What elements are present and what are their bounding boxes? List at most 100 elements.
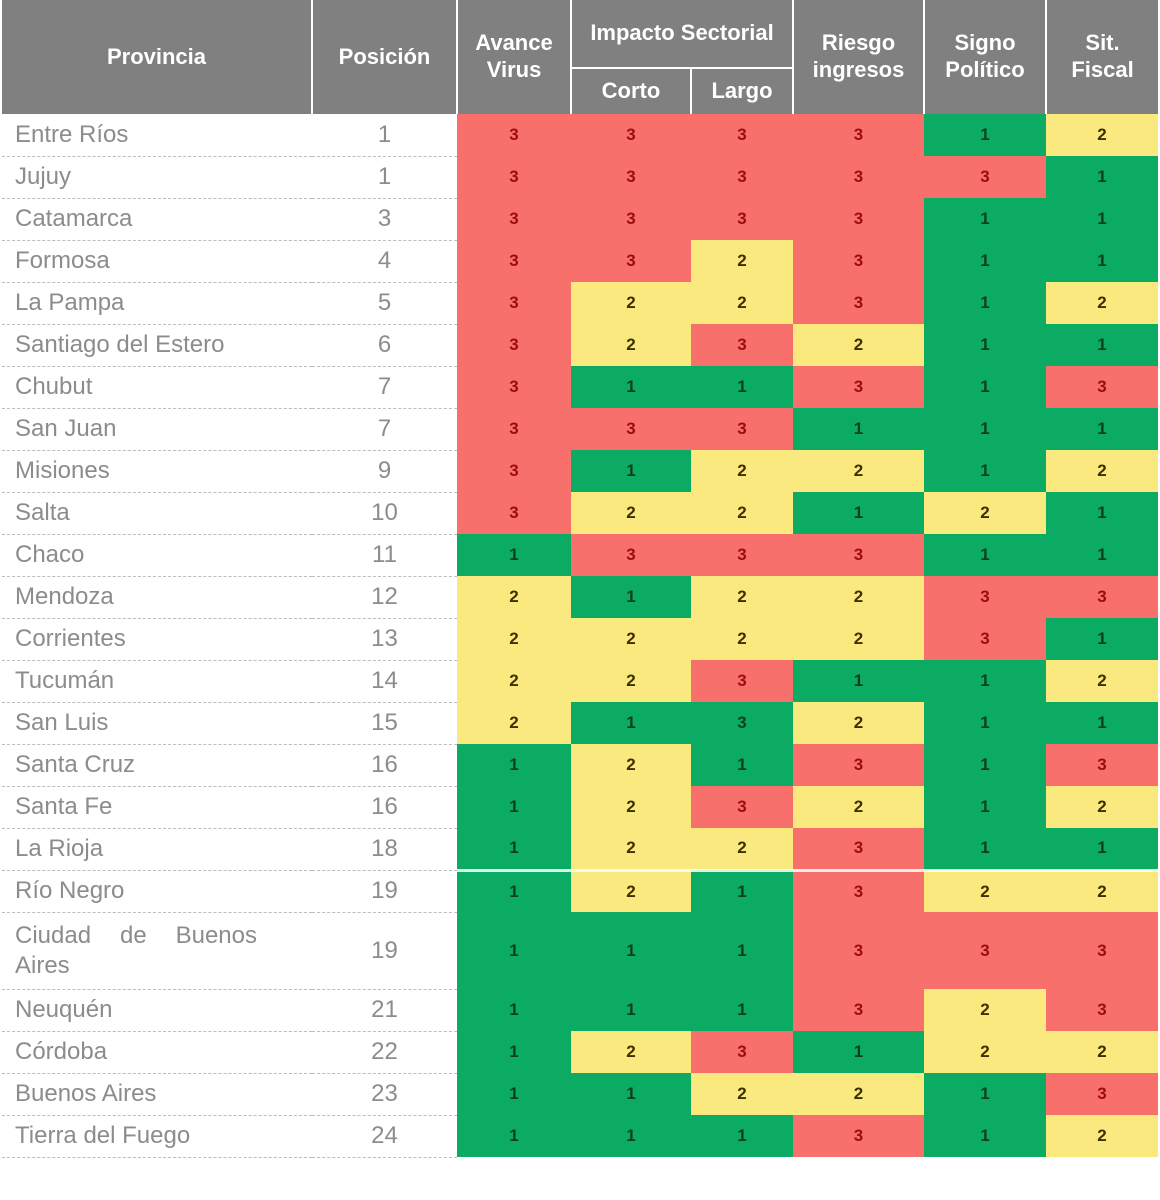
score-cell-riesgo-ingresos: 1 (793, 408, 925, 450)
score-cell-sit-fiscal: 3 (1046, 744, 1159, 786)
score-cell-sit-fiscal: 1 (1046, 534, 1159, 576)
province-name: Tierra del Fuego (2, 1115, 312, 1158)
score-cell-largo: 1 (691, 989, 794, 1031)
score-cell-corto: 2 (571, 660, 691, 702)
score-cell-largo: 2 (691, 240, 794, 282)
score-cell-avance-virus: 3 (457, 324, 571, 366)
province-name: Neuquén (2, 989, 312, 1032)
table-row: Córdoba 22 1 2 3 1 2 2 (2, 1031, 1159, 1074)
province-name: Formosa (2, 240, 312, 283)
score-cell-avance-virus: 3 (457, 492, 571, 534)
col-header-impacto-sectorial: Impacto Sectorial (569, 0, 794, 69)
score-cell-avance-virus: 3 (457, 198, 571, 240)
score-cell-signo-politico: 1 (924, 660, 1047, 702)
score-cell-riesgo-ingresos: 2 (793, 702, 925, 744)
table-row: Tucumán 14 2 2 3 1 1 2 (2, 660, 1159, 703)
score-cell-avance-virus: 1 (457, 786, 571, 828)
position-value: 10 (312, 492, 457, 535)
province-name: San Juan (2, 408, 312, 451)
score-cell-riesgo-ingresos: 1 (793, 660, 925, 702)
score-cell-signo-politico: 1 (924, 324, 1047, 366)
score-cell-sit-fiscal: 3 (1046, 912, 1159, 989)
province-name: Córdoba (2, 1031, 312, 1074)
table-row: Santa Cruz 16 1 2 1 3 1 3 (2, 744, 1159, 787)
score-cell-sit-fiscal: 2 (1046, 786, 1159, 828)
score-cell-riesgo-ingresos: 2 (793, 618, 925, 660)
score-cell-corto: 2 (571, 1031, 691, 1073)
province-name: Chaco (2, 534, 312, 577)
position-value: 19 (312, 870, 457, 913)
score-cell-largo: 3 (691, 198, 794, 240)
score-cell-avance-virus: 3 (457, 156, 571, 198)
province-name: Catamarca (2, 198, 312, 241)
score-cell-riesgo-ingresos: 2 (793, 576, 925, 618)
score-cell-signo-politico: 1 (924, 450, 1047, 492)
province-name: Mendoza (2, 576, 312, 619)
col-header-signo-politico: Signo Político (923, 0, 1047, 114)
position-value: 12 (312, 576, 457, 619)
score-cell-largo: 3 (691, 660, 794, 702)
score-cell-corto: 1 (571, 989, 691, 1031)
score-cell-signo-politico: 1 (924, 198, 1047, 240)
province-name: Ciudad de Buenos Aires (2, 912, 312, 990)
score-cell-sit-fiscal: 1 (1046, 324, 1159, 366)
score-cell-corto: 3 (571, 156, 691, 198)
score-cell-sit-fiscal: 2 (1046, 1115, 1159, 1157)
position-value: 15 (312, 702, 457, 745)
table-row: Neuquén 21 1 1 1 3 2 3 (2, 989, 1159, 1032)
table-row: La Rioja 18 1 2 2 3 1 1 (2, 828, 1159, 871)
province-name: San Luis (2, 702, 312, 745)
province-name: Santiago del Estero (2, 324, 312, 367)
province-name: La Pampa (2, 282, 312, 325)
score-cell-avance-virus: 3 (457, 282, 571, 324)
table-header: Provincia Posición Avance Virus Impacto … (2, 0, 1159, 114)
score-cell-largo: 2 (691, 282, 794, 324)
position-value: 1 (312, 156, 457, 199)
score-cell-riesgo-ingresos: 3 (793, 744, 925, 786)
table-row: Mendoza 12 2 1 2 2 3 3 (2, 576, 1159, 619)
col-header-corto: Corto (570, 68, 691, 114)
position-value: 18 (312, 828, 457, 871)
score-cell-riesgo-ingresos: 3 (793, 912, 925, 989)
table-row: Santa Fe 16 1 2 3 2 1 2 (2, 786, 1159, 829)
province-name: Jujuy (2, 156, 312, 199)
score-cell-largo: 1 (691, 912, 794, 989)
score-cell-sit-fiscal: 1 (1046, 408, 1159, 450)
score-cell-riesgo-ingresos: 3 (793, 534, 925, 576)
score-cell-signo-politico: 3 (924, 576, 1047, 618)
score-cell-corto: 2 (571, 492, 691, 534)
score-cell-sit-fiscal: 1 (1046, 156, 1159, 198)
score-cell-largo: 3 (691, 114, 794, 156)
score-cell-signo-politico: 2 (924, 989, 1047, 1031)
table-row: Santiago del Estero 6 3 2 3 2 1 1 (2, 324, 1159, 367)
score-cell-largo: 3 (691, 702, 794, 744)
score-cell-avance-virus: 1 (457, 989, 571, 1031)
position-value: 14 (312, 660, 457, 703)
score-cell-largo: 3 (691, 1031, 794, 1073)
province-name: Tucumán (2, 660, 312, 703)
score-cell-sit-fiscal: 3 (1046, 1073, 1159, 1115)
table-row: Formosa 4 3 3 2 3 1 1 (2, 240, 1159, 283)
score-cell-signo-politico: 1 (924, 534, 1047, 576)
score-cell-riesgo-ingresos: 2 (793, 786, 925, 828)
score-cell-corto: 1 (571, 1073, 691, 1115)
position-value: 1 (312, 114, 457, 157)
score-cell-signo-politico: 3 (924, 156, 1047, 198)
province-name: Buenos Aires (2, 1073, 312, 1116)
score-cell-largo: 2 (691, 450, 794, 492)
position-value: 7 (312, 366, 457, 409)
position-value: 11 (312, 534, 457, 577)
position-value: 19 (312, 912, 457, 990)
position-value: 6 (312, 324, 457, 367)
score-cell-sit-fiscal: 3 (1046, 989, 1159, 1031)
score-cell-largo: 1 (691, 1115, 794, 1157)
score-cell-riesgo-ingresos: 3 (793, 868, 925, 912)
score-cell-signo-politico: 1 (924, 366, 1047, 408)
table-row: San Juan 7 3 3 3 1 1 1 (2, 408, 1159, 451)
position-value: 23 (312, 1073, 457, 1116)
province-name: Chubut (2, 366, 312, 409)
score-cell-corto: 1 (571, 450, 691, 492)
col-header-avance-virus: Avance Virus (456, 0, 571, 114)
table-row: Chaco 11 1 3 3 3 1 1 (2, 534, 1159, 577)
score-cell-corto: 1 (571, 366, 691, 408)
